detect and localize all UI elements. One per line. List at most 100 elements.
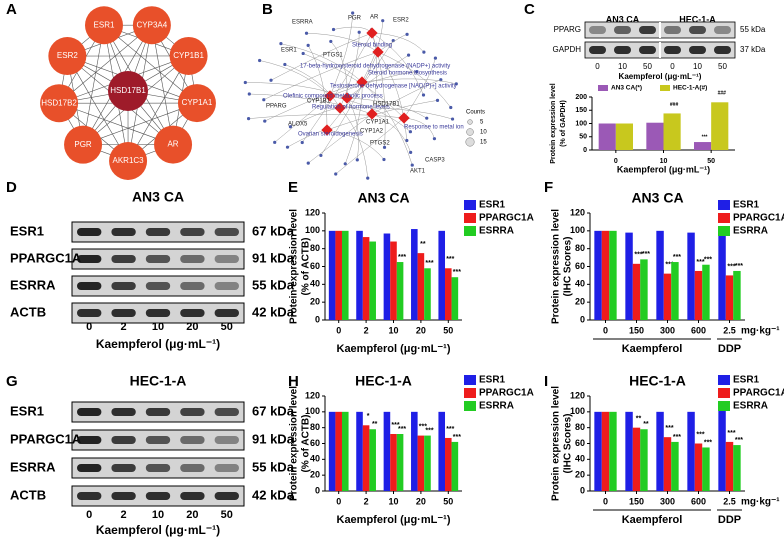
y-tick-label: 20	[310, 470, 320, 480]
blot-band	[111, 408, 136, 416]
legend-swatch	[464, 375, 476, 385]
network-b-edge	[259, 60, 331, 97]
blot-row-label: ESR1	[10, 403, 44, 418]
network-b-edge	[329, 12, 353, 97]
blot-band	[689, 26, 706, 34]
bar	[369, 241, 376, 320]
network-b-edge	[326, 100, 438, 131]
node-label: CYP1B1	[173, 51, 204, 60]
blot-band	[111, 255, 136, 263]
blot-band	[77, 408, 102, 416]
blot-band	[111, 228, 136, 236]
significance: ***	[727, 430, 735, 437]
significance: ***	[702, 134, 708, 140]
blot-band	[214, 492, 239, 500]
bar	[369, 429, 376, 491]
network-b-node	[382, 157, 386, 162]
lane-label: 0	[670, 62, 675, 71]
gene-label: CYP1A1	[366, 120, 390, 126]
bar	[725, 441, 734, 491]
bar	[445, 437, 452, 491]
node-label: HSD17B1	[110, 86, 146, 95]
network-edge	[82, 25, 105, 145]
network-b-node	[439, 78, 443, 82]
node-label: AKR1C3	[113, 156, 145, 165]
network-b-edge	[333, 26, 373, 34]
blot-band	[77, 282, 102, 290]
network-b-node	[258, 58, 262, 63]
network-b-edge	[377, 51, 408, 141]
blot-band	[614, 46, 631, 54]
network-b-edge	[361, 81, 413, 166]
y-tick-label: 80	[310, 422, 320, 432]
bar	[656, 230, 664, 320]
chart-title: AN3 CA	[631, 190, 683, 206]
network-b-edge	[270, 32, 373, 81]
y-tick-label: 40	[575, 454, 585, 464]
counts-title: Counts	[466, 110, 485, 116]
network-b-edge	[249, 93, 373, 115]
chart-title: HEC-1-A	[629, 373, 686, 389]
legend-label: ESR1	[733, 375, 760, 386]
x-tick-label: 300	[660, 325, 675, 335]
blot-band	[589, 46, 606, 54]
y-tick-label: 20	[310, 297, 320, 307]
network-b-node	[410, 163, 414, 167]
group-label: DDP	[718, 343, 741, 355]
blot-band	[180, 436, 205, 444]
network-b-node	[405, 138, 409, 143]
legend-swatch	[464, 213, 476, 223]
legend-label: PPARGC1A	[479, 213, 534, 224]
lane-label: 2	[121, 321, 127, 333]
blot-size: 42 kDa	[252, 487, 295, 502]
network-b-node	[306, 43, 310, 47]
y-tick-label: 80	[575, 422, 585, 432]
x-tick-label: 0	[336, 325, 341, 335]
network-node	[64, 125, 103, 164]
term-label: Regulation of hormone levels	[312, 105, 390, 111]
network-b-node	[304, 31, 309, 35]
bar	[718, 410, 726, 491]
network-edge	[127, 55, 189, 162]
legend-swatch	[464, 226, 476, 236]
blot-size: 91 kDa	[252, 250, 295, 265]
blot-band	[214, 408, 239, 416]
legend-label: PPARGC1A	[733, 213, 784, 224]
legend-label: ESRRA	[733, 401, 768, 412]
legend-label: PPARGC1A	[733, 388, 784, 399]
bar	[390, 434, 397, 491]
network-b-node	[288, 125, 293, 129]
y-tick-label: 20	[575, 297, 585, 307]
bar	[356, 411, 363, 491]
blot-band	[639, 46, 656, 54]
blot-band	[180, 309, 205, 317]
significance: ***	[419, 423, 427, 430]
significance: ***	[446, 426, 454, 433]
network-b-node	[300, 140, 304, 145]
network-edge	[67, 55, 129, 162]
significance: ***	[425, 427, 433, 434]
y-tick-label: 100	[570, 406, 585, 416]
chart-title: AN3 CA	[357, 190, 409, 206]
legend-label: ESR1	[733, 200, 760, 211]
network-b-edge	[245, 82, 348, 99]
y-axis-label: (% of GAPDH)	[560, 100, 567, 147]
significance: ***	[696, 431, 704, 438]
blot-row-label: ESRRA	[10, 277, 56, 292]
blot-xlabel: Kaempferol (μg·mL⁻¹)	[96, 523, 220, 537]
bar	[702, 447, 710, 491]
network-b-edge	[306, 32, 379, 53]
significance: **	[372, 421, 378, 428]
group-label: Kaempferol	[622, 343, 683, 355]
network-node	[48, 37, 87, 76]
significance: ***	[735, 437, 743, 444]
x-tick-label: 0	[614, 158, 618, 165]
bar	[601, 230, 610, 320]
bar	[656, 411, 664, 491]
blot-band	[111, 436, 136, 444]
blot-band	[77, 436, 102, 444]
blot-band	[714, 26, 731, 34]
x-tick-label: 2.5	[723, 496, 736, 506]
bar	[632, 263, 641, 320]
y-tick-label: 100	[305, 406, 320, 416]
